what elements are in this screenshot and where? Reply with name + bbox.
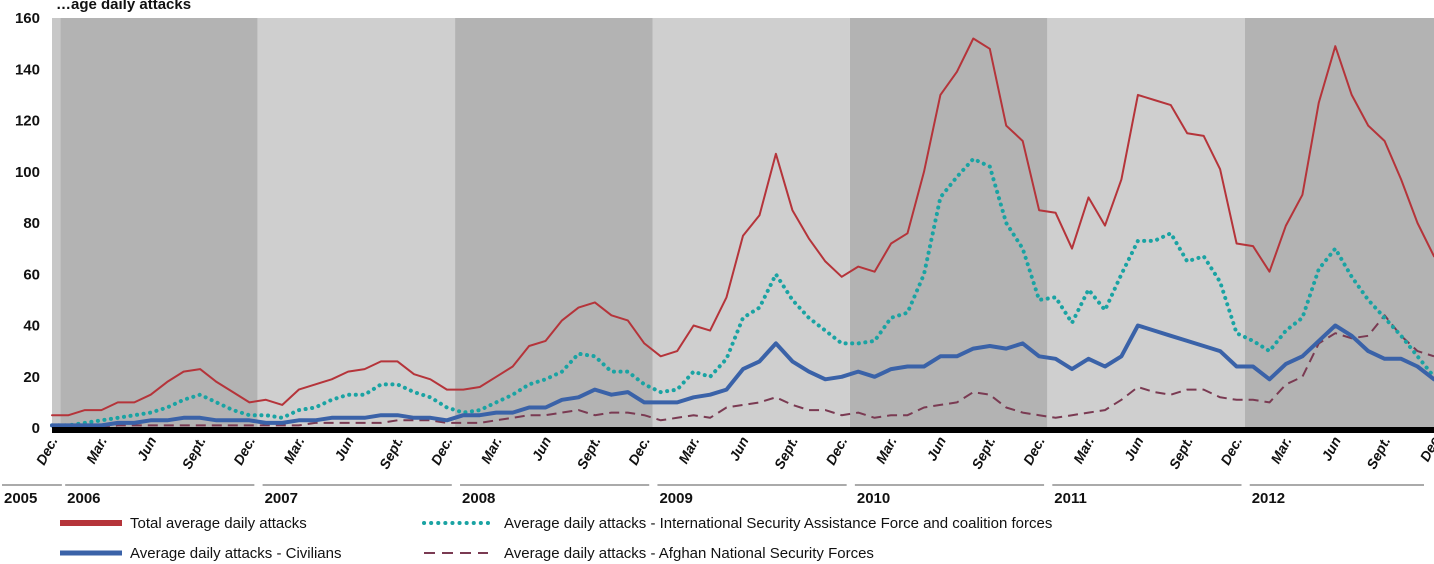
legend-label-isaf: Average daily attacks - International Se… xyxy=(504,515,1052,532)
y-tick-label: 60 xyxy=(23,266,40,283)
year-label: 2008 xyxy=(462,490,495,507)
x-tick-label: Dec. xyxy=(427,434,455,468)
y-tick-label: 40 xyxy=(23,318,40,335)
year-label: 2006 xyxy=(67,490,100,507)
year-label: 2011 xyxy=(1054,490,1087,507)
legend-label-total: Total average daily attacks xyxy=(130,515,307,532)
year-band xyxy=(455,18,652,428)
x-tick-label: Jun xyxy=(1318,434,1344,463)
year-band xyxy=(1245,18,1434,428)
year-band xyxy=(850,18,1047,428)
y-tick-label: 100 xyxy=(15,164,40,181)
x-tick-label: Dec. xyxy=(625,434,653,468)
year-band xyxy=(258,18,455,428)
x-tick-label: Sept. xyxy=(179,434,209,472)
legend: Total average daily attacks Average dail… xyxy=(60,515,1052,562)
x-tick-label: Mar. xyxy=(675,434,702,466)
x-tick-label: Jun xyxy=(726,434,752,463)
chart-title-partial: …age daily attacks xyxy=(56,0,191,13)
year-label: 2007 xyxy=(265,490,298,507)
year-label: 2009 xyxy=(659,490,692,507)
x-tick-label: Mar. xyxy=(280,434,307,466)
legend-label-ansf: Average daily attacks - Afghan National … xyxy=(504,545,874,562)
year-band xyxy=(60,18,257,428)
y-tick-label: 0 xyxy=(32,420,40,437)
y-tick-label: 80 xyxy=(23,215,40,232)
x-tick-label: Sept. xyxy=(573,434,603,472)
x-tick-label: Jun xyxy=(923,434,949,463)
legend-label-civilians: Average daily attacks - Civilians xyxy=(130,545,341,562)
year-band xyxy=(52,18,60,428)
x-tick-label: Sept. xyxy=(771,434,801,472)
x-tick-label: Mar. xyxy=(1070,434,1097,466)
x-tick-label: Dec. xyxy=(230,434,258,468)
x-tick-label: Dec xyxy=(1416,434,1434,464)
x-tick-label: Jun xyxy=(331,434,357,463)
x-tick-label: Mar. xyxy=(478,434,505,466)
y-tick-label: 20 xyxy=(23,369,40,386)
x-tick-label: Dec. xyxy=(822,434,850,468)
x-tick-label: Sept. xyxy=(1363,434,1393,472)
x-tick-label: Jun xyxy=(528,434,554,463)
year-bands xyxy=(52,18,1434,428)
x-tick-label: Jun xyxy=(1121,434,1147,463)
x-tick-label: Dec. xyxy=(33,434,61,468)
y-tick-label: 160 xyxy=(15,10,40,27)
x-tick-label: Mar. xyxy=(83,434,110,466)
x-tick-label: Mar. xyxy=(872,434,899,466)
y-tick-label: 120 xyxy=(15,113,40,130)
year-label: 2010 xyxy=(857,490,890,507)
x-tick-label: Dec. xyxy=(1217,434,1245,468)
x-tick-label: Sept. xyxy=(1166,434,1196,472)
year-label: 2005 xyxy=(4,490,37,507)
x-tick-label: Sept. xyxy=(968,434,998,472)
x-tick-label: Jun xyxy=(134,434,160,463)
x-axis: Dec. Mar. Jun Sept. Dec. Mar. Jun Sept. Dec. Mar.… xyxy=(2,430,1434,507)
x-tick-label: Dec. xyxy=(1020,434,1048,468)
x-tick-label: Mar. xyxy=(1267,434,1294,466)
x-tick-label: Sept. xyxy=(376,434,406,472)
year-label: 2012 xyxy=(1252,490,1285,507)
y-tick-label: 140 xyxy=(15,61,40,78)
y-axis: 0 20 40 60 80 100 120 140 160 xyxy=(15,10,40,437)
